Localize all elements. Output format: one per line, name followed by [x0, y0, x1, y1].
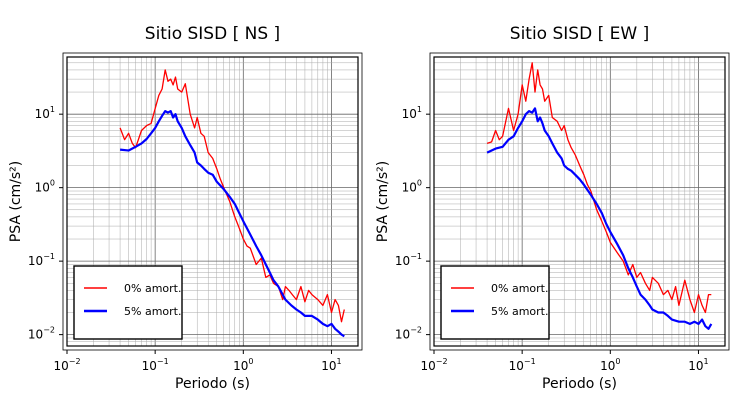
plot-frame: [66, 56, 359, 347]
x-axis-label: Periodo (s): [175, 376, 250, 392]
y-tick-label: 10−1: [395, 252, 422, 268]
series-line-damped: [486, 107, 713, 330]
x-tick-label: 101: [688, 357, 708, 373]
plot-outer-frame: [429, 52, 730, 351]
chart-title: Sitio SISD [ NS ]: [145, 24, 280, 44]
y-axis-label: PSA (cm/s²): [8, 161, 24, 243]
series-line-damped: [119, 109, 345, 338]
x-axis-label: Periodo (s): [542, 376, 617, 392]
chart-title: Sitio SISD [ EW ]: [510, 24, 649, 44]
legend-label: 5% amort.: [491, 305, 548, 318]
legend-label: 5% amort.: [124, 305, 181, 318]
y-axis-label: PSA (cm/s²): [375, 161, 391, 243]
legend-label: 0% amort.: [491, 282, 548, 295]
x-tick-label: 10−1: [142, 357, 169, 373]
x-tick-label: 10−2: [53, 357, 80, 373]
legend: 0% amort. 5% amort.: [73, 265, 183, 340]
x-tick-label: 100: [600, 357, 620, 373]
plot-outer-frame: [62, 52, 363, 351]
chart-panel-ns: Sitio SISD [ NS ] 10−2 10−1 100 101 10−2 10−1 1…: [8, 24, 363, 392]
series-line-undamped: [486, 62, 712, 314]
y-tick-label: 10−2: [28, 326, 55, 342]
x-tick-label: 10−1: [509, 357, 536, 373]
y-tick-label: 10−2: [395, 326, 422, 342]
legend-label: 0% amort.: [124, 282, 181, 295]
x-tick-label: 10−2: [420, 357, 447, 373]
plot-frame: [433, 56, 726, 347]
y-tick-label: 100: [402, 179, 422, 195]
grid: [67, 57, 358, 346]
y-tick-label: 101: [402, 105, 422, 121]
legend-box: [73, 265, 183, 340]
y-tick-label: 101: [35, 105, 55, 121]
y-tick-label: 100: [35, 179, 55, 195]
legend-box: [440, 265, 550, 340]
chart-panel-ew: Sitio SISD [ EW ] 10−2 10−1 100 101 10−2 10−1 1…: [375, 24, 730, 392]
x-tick-label: 101: [321, 357, 341, 373]
y-tick-label: 10−1: [28, 252, 55, 268]
x-tick-label: 100: [233, 357, 253, 373]
legend: 0% amort. 5% amort.: [440, 265, 550, 340]
